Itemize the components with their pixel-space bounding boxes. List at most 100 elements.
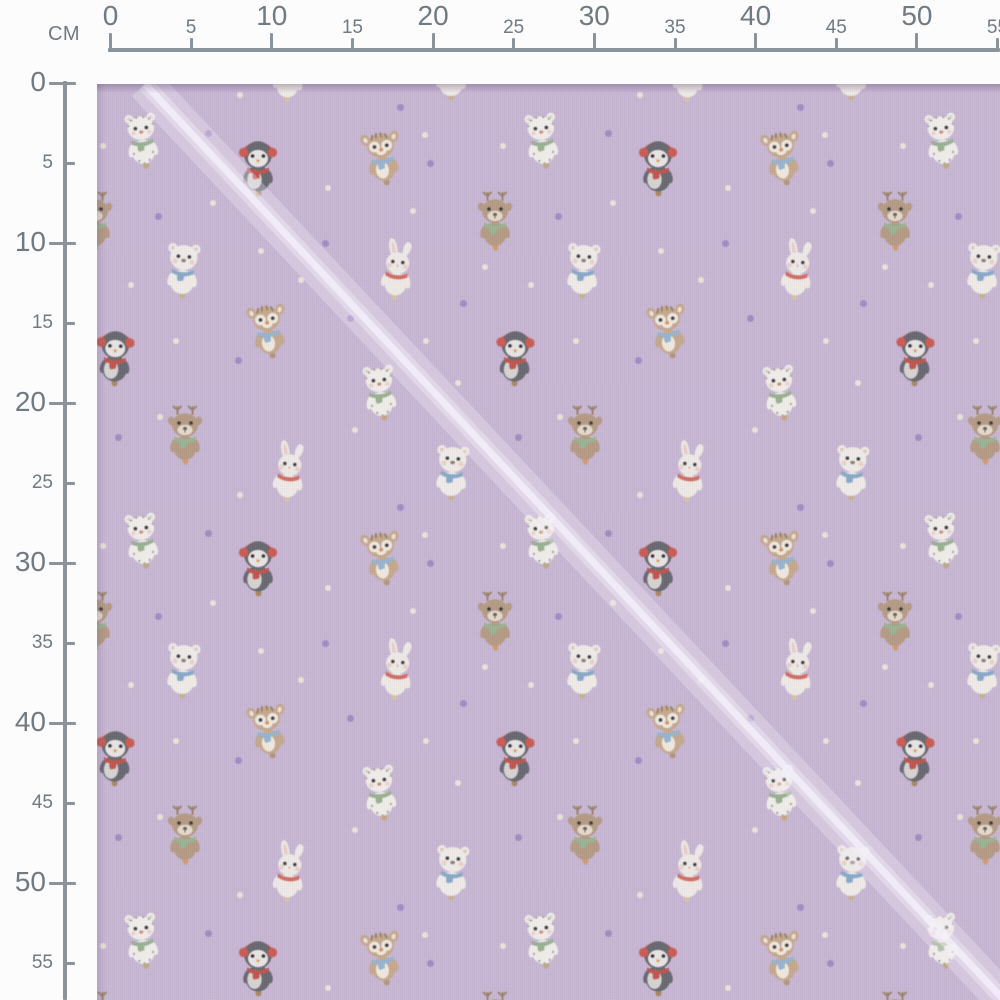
penguin-motif: [635, 135, 681, 197]
pattern-dot-cream: [573, 338, 579, 344]
ruler-tick-25cm-left: [63, 481, 75, 485]
pattern-dot-cream: [725, 185, 731, 191]
ruler-label-30cm-top: 30: [578, 0, 610, 31]
bunny-motif: [663, 439, 715, 505]
pattern-dot-purple: [605, 130, 612, 137]
fawn-motif: [755, 522, 809, 590]
pattern-dot-purple: [397, 904, 404, 911]
penguin-motif: [235, 935, 281, 997]
ruler-tick-45cm-top: [834, 38, 838, 52]
pattern-dot-purple: [115, 834, 122, 841]
ruler-tick-25cm-top: [512, 38, 516, 52]
polar-bear-motif: [558, 236, 608, 301]
bunny-motif: [371, 637, 423, 703]
reindeer-motif: [962, 404, 1000, 466]
pattern-dot-purple: [515, 434, 522, 441]
ruler-bar-vertical: [63, 81, 67, 1000]
pattern-dot-cream: [455, 780, 461, 786]
bunny-motif: [663, 839, 715, 905]
pattern-dot-purple: [235, 357, 242, 364]
pattern-dot-purple: [797, 904, 804, 911]
polar-bear-motif: [958, 636, 1000, 701]
pattern-dot-cream: [128, 282, 134, 288]
penguin-motif: [891, 324, 939, 388]
reindeer-motif: [872, 190, 918, 252]
pattern-dot-purple: [427, 160, 434, 167]
ruler-tick-10cm-left: [49, 241, 76, 245]
pattern-dot-cream: [298, 677, 304, 683]
pattern-dot-cream: [100, 543, 106, 549]
bunny-motif: [263, 439, 315, 505]
pattern-dot-cream: [900, 143, 906, 149]
pattern-dot-cream: [900, 543, 906, 549]
ruler-bar-horizontal: [108, 48, 1000, 52]
pattern-dot-cream: [822, 532, 828, 538]
pattern-dot-purple: [860, 700, 867, 707]
bunny-motif: [371, 237, 423, 303]
pattern-dot-cream: [698, 677, 704, 683]
polar-bear-motif: [827, 438, 877, 503]
pattern-dot-cream: [157, 814, 163, 820]
pattern-dot-purple: [155, 613, 162, 620]
ruler-label-55cm-top: 55: [986, 17, 1000, 38]
pattern-dot-purple: [397, 504, 404, 511]
ruler-tick-30cm-top: [592, 33, 596, 52]
reindeer-motif: [162, 804, 208, 866]
fawn-motif: [755, 122, 809, 190]
pattern-dot-cream: [855, 780, 861, 786]
fawn-motif: [355, 122, 409, 190]
polar-bear-motif: [427, 438, 477, 503]
bunny-motif: [263, 839, 315, 905]
pattern-dot-purple: [722, 240, 729, 247]
ruler-tick-20cm-left: [49, 401, 76, 405]
ruler-label-20cm-left: 20: [14, 386, 46, 417]
pattern-dot-purple: [322, 640, 329, 647]
pattern-dot-cream: [500, 543, 506, 549]
pattern-dot-cream: [100, 143, 106, 149]
pattern-dot-cream: [100, 943, 106, 949]
pattern-dot-cream: [422, 932, 428, 938]
pattern-dot-cream: [352, 427, 358, 433]
reindeer-motif: [472, 190, 518, 252]
pattern-dot-cream: [823, 338, 829, 344]
penguin-motif: [97, 324, 139, 388]
pattern-dot-cream: [482, 664, 488, 670]
ruler-label-15cm-left: 15: [31, 312, 53, 333]
ruler-tick-20cm-top: [431, 33, 435, 52]
reindeer-motif: [872, 990, 918, 1000]
pattern-dot-cream: [210, 200, 216, 206]
pattern-dot-cream: [957, 414, 963, 420]
ruler-tick-5cm-left: [63, 161, 75, 165]
penguin-motif: [635, 535, 681, 597]
ruler-tick-40cm-top: [754, 33, 758, 52]
ruler-label-45cm-left: 45: [31, 792, 53, 813]
ruler-tick-10cm-top: [270, 33, 274, 52]
pattern-dot-cream: [410, 208, 416, 214]
pattern-dot-purple: [797, 104, 804, 111]
pattern-dot-purple: [747, 315, 754, 322]
pattern-dot-purple: [347, 715, 354, 722]
pattern-dot-cream: [500, 943, 506, 949]
pattern-dot-cream: [237, 892, 243, 898]
pattern-dot-cream: [928, 682, 934, 688]
pattern-dot-purple: [460, 300, 467, 307]
ruler-tick-15cm-top: [350, 38, 354, 52]
reindeer-motif: [472, 590, 518, 652]
pattern-dot-cream: [973, 738, 979, 744]
polar-bear-motif: [427, 84, 477, 104]
fawn-motif: [241, 295, 295, 363]
ruler-label-55cm-left: 55: [31, 952, 53, 973]
polar-bear-motif: [958, 236, 1000, 301]
pattern-dot-cream: [725, 585, 731, 591]
pattern-dot-cream: [557, 814, 563, 820]
penguin-motif: [491, 724, 539, 788]
pattern-dot-cream: [637, 92, 643, 98]
ruler-tick-35cm-top: [673, 38, 677, 52]
penguin-motif: [635, 935, 681, 997]
ruler-unit-label: CM: [47, 23, 81, 45]
pattern-dot-cream: [500, 143, 506, 149]
ruler-label-40cm-top: 40: [740, 0, 772, 31]
pattern-dot-purple: [460, 700, 467, 707]
fawn-motif: [241, 695, 295, 763]
ruler-tick-15cm-left: [63, 321, 75, 325]
